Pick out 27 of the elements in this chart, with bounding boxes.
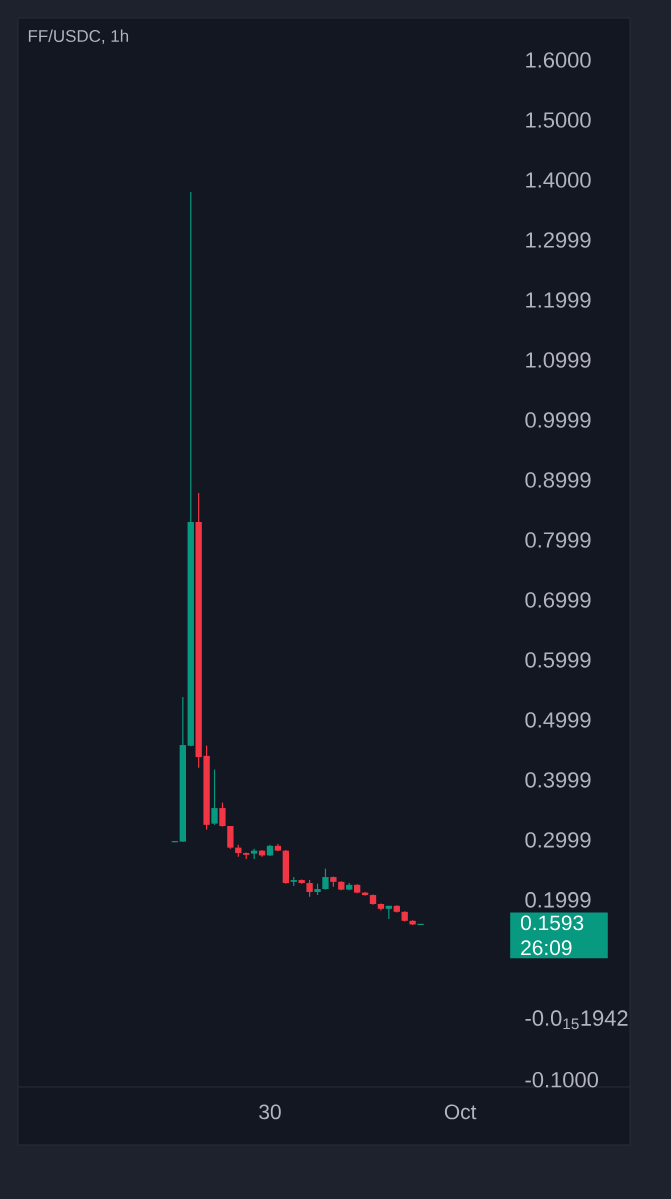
y-tick-label: 0.4999 bbox=[525, 712, 591, 728]
y-tick-label: 1.4000 bbox=[526, 172, 591, 188]
candlestick bbox=[211, 769, 218, 826]
x-tick-label: 30 bbox=[259, 1104, 281, 1120]
candlestick bbox=[250, 848, 258, 860]
candlestick bbox=[219, 802, 226, 828]
text: FF/USDC, 1h bbox=[28, 29, 129, 44]
y-tick-label: 0.3999 bbox=[525, 772, 591, 788]
y-tick-label: 1.5000 bbox=[526, 112, 591, 128]
y-tick-label: 0.9999 bbox=[525, 412, 591, 428]
candlestick bbox=[227, 825, 234, 850]
y-tick-label: 0.8999 bbox=[525, 472, 591, 488]
x-tick-label: Oct bbox=[444, 1104, 477, 1120]
y-tick-label: -0.1000 bbox=[525, 1072, 598, 1088]
y-tick-label: -0.0$_{15}$1942 bbox=[525, 1010, 628, 1030]
y-tick-label: 0.7999 bbox=[525, 532, 591, 548]
y-tick-label: 0.5999 bbox=[525, 652, 591, 668]
y-tick-label: 0.6999 bbox=[525, 592, 591, 608]
y-tick-label: 1.0999 bbox=[526, 352, 591, 368]
y-tick-label: 1.2999 bbox=[526, 232, 591, 248]
candlestick bbox=[322, 868, 329, 891]
y-tick-label: 1.6000 bbox=[526, 52, 591, 68]
y-tick-label: 0.2999 bbox=[525, 832, 591, 848]
y-tick-label: 0.1999 bbox=[525, 892, 591, 908]
annotation: 0.1593 bbox=[520, 915, 584, 931]
annotation: 26:09 bbox=[521, 940, 572, 956]
y-tick-label: 1.1999 bbox=[526, 292, 591, 308]
